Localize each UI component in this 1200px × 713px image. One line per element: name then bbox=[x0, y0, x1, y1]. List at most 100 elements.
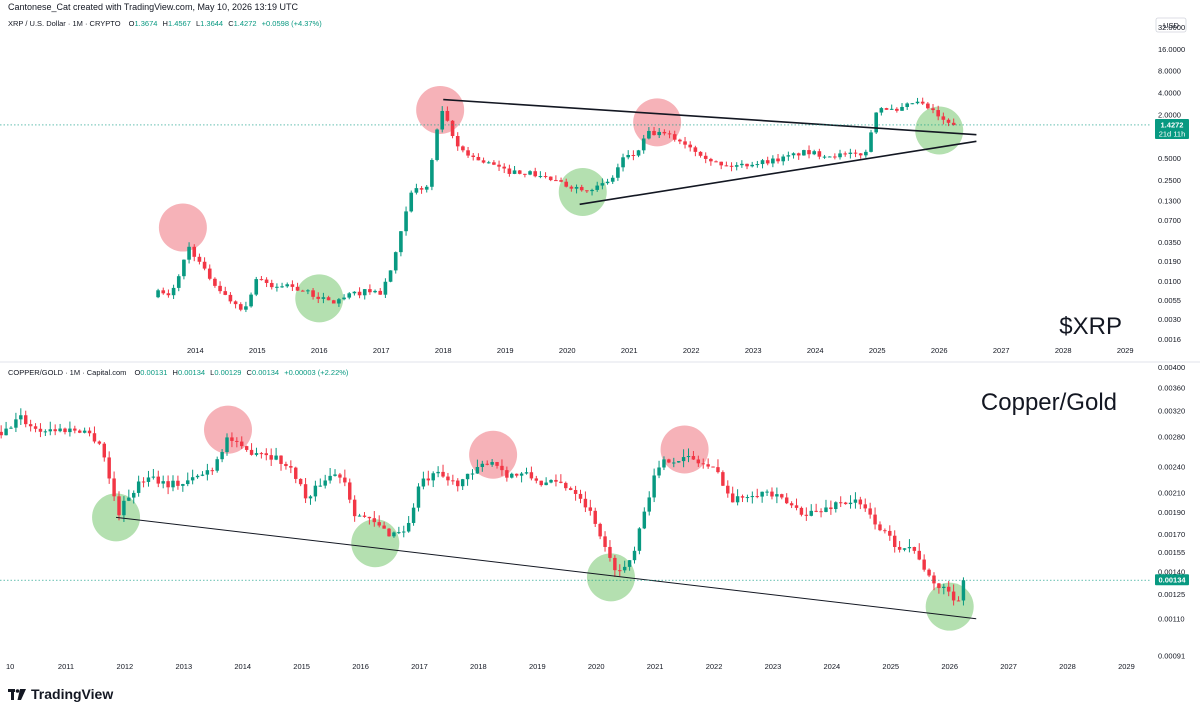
copper-gold-candle[interactable] bbox=[294, 466, 298, 484]
copper-gold-candle[interactable] bbox=[922, 554, 926, 572]
xrp-candle[interactable] bbox=[786, 151, 791, 161]
copper-gold-candle[interactable] bbox=[436, 466, 440, 478]
copper-gold-candle[interactable] bbox=[819, 508, 823, 518]
xrp-candle[interactable] bbox=[647, 127, 651, 140]
copper-gold-candle[interactable] bbox=[73, 425, 77, 434]
copper-gold-green-circle[interactable] bbox=[925, 582, 974, 631]
xrp-candle[interactable] bbox=[306, 289, 310, 295]
xrp-candle[interactable] bbox=[517, 169, 522, 175]
copper-gold-candle[interactable] bbox=[691, 451, 696, 460]
xrp-candle[interactable] bbox=[486, 160, 491, 164]
xrp-green-circle[interactable] bbox=[558, 167, 607, 216]
xrp-candle[interactable] bbox=[683, 136, 687, 149]
xrp-candle[interactable] bbox=[347, 292, 352, 300]
copper-gold-candle[interactable] bbox=[564, 481, 568, 491]
copper-gold-candle[interactable] bbox=[686, 448, 691, 463]
xrp-candle[interactable] bbox=[450, 120, 455, 139]
copper-gold-candle[interactable] bbox=[932, 572, 936, 591]
copper-gold-candle[interactable] bbox=[809, 504, 813, 517]
xrp-candle[interactable] bbox=[781, 154, 786, 166]
copper-gold-candle[interactable] bbox=[357, 513, 362, 517]
xrp-candle[interactable] bbox=[827, 156, 832, 158]
copper-gold-candle[interactable] bbox=[416, 483, 421, 512]
xrp-candle[interactable] bbox=[569, 185, 574, 192]
copper-gold-candle[interactable] bbox=[38, 423, 43, 438]
xrp-candle[interactable] bbox=[884, 107, 889, 110]
copper-gold-candle[interactable] bbox=[205, 463, 210, 481]
copper-gold-candle[interactable] bbox=[927, 568, 931, 578]
copper-gold-candle[interactable] bbox=[544, 477, 548, 486]
xrp-candle[interactable] bbox=[238, 302, 243, 312]
xrp-candle[interactable] bbox=[259, 275, 264, 281]
copper-gold-symbol-line[interactable]: COPPER/GOLD · 1M · Capital.com O0.00131 … bbox=[8, 368, 349, 377]
copper-gold-candle[interactable] bbox=[406, 516, 411, 533]
xrp-candle[interactable] bbox=[404, 206, 408, 236]
copper-gold-candle[interactable] bbox=[838, 496, 843, 508]
copper-gold-candle[interactable] bbox=[868, 502, 872, 519]
copper-gold-candle[interactable] bbox=[92, 426, 97, 444]
xrp-candle[interactable] bbox=[765, 156, 770, 166]
xrp-candle[interactable] bbox=[399, 231, 403, 257]
copper-gold-candle[interactable] bbox=[789, 501, 794, 509]
copper-gold-candle[interactable] bbox=[431, 471, 435, 488]
copper-gold-candle[interactable] bbox=[372, 511, 377, 527]
copper-gold-candle[interactable] bbox=[215, 456, 219, 473]
copper-gold-candle[interactable] bbox=[888, 525, 892, 541]
xrp-candle[interactable] bbox=[936, 105, 940, 121]
copper-gold-candle[interactable] bbox=[284, 461, 288, 470]
xrp-candle[interactable] bbox=[424, 184, 429, 193]
copper-gold-candle[interactable] bbox=[264, 448, 269, 461]
copper-gold-candle[interactable] bbox=[716, 459, 720, 474]
copper-gold-candle[interactable] bbox=[308, 495, 313, 505]
copper-gold-candle[interactable] bbox=[490, 459, 494, 467]
copper-gold-candle[interactable] bbox=[765, 489, 769, 497]
xrp-candle[interactable] bbox=[213, 277, 217, 288]
xrp-candle[interactable] bbox=[466, 146, 470, 158]
copper-gold-candle[interactable] bbox=[667, 458, 671, 464]
copper-gold-candle[interactable] bbox=[524, 467, 529, 475]
copper-gold-candle[interactable] bbox=[43, 429, 48, 437]
copper-gold-candle[interactable] bbox=[770, 487, 774, 500]
xrp-candle[interactable] bbox=[228, 292, 233, 304]
copper-gold-candle[interactable] bbox=[853, 492, 858, 509]
copper-gold-candle[interactable] bbox=[780, 493, 784, 500]
copper-gold-candle[interactable] bbox=[917, 543, 921, 561]
copper-gold-candle[interactable] bbox=[755, 488, 759, 499]
copper-gold-candle[interactable] bbox=[333, 469, 337, 477]
xrp-candle[interactable] bbox=[631, 150, 636, 161]
copper-gold-candle[interactable] bbox=[730, 486, 735, 503]
xrp-candle[interactable] bbox=[915, 97, 920, 105]
copper-gold-candle[interactable] bbox=[0, 425, 3, 439]
xrp-candle[interactable] bbox=[161, 287, 166, 295]
copper-gold-candle[interactable] bbox=[146, 470, 151, 487]
copper-gold-candle[interactable] bbox=[946, 581, 951, 597]
xrp-candle[interactable] bbox=[166, 289, 171, 298]
xrp-candle[interactable] bbox=[843, 151, 848, 157]
xrp-candle[interactable] bbox=[874, 112, 878, 135]
copper-gold-candle[interactable] bbox=[313, 480, 318, 502]
xrp-candle[interactable] bbox=[672, 130, 677, 142]
copper-gold-candle[interactable] bbox=[804, 507, 809, 521]
copper-gold-candle[interactable] bbox=[608, 540, 612, 562]
copper-gold-candle[interactable] bbox=[136, 475, 141, 497]
copper-gold-candle[interactable] bbox=[132, 490, 136, 504]
copper-gold-candle[interactable] bbox=[961, 577, 966, 606]
xrp-candle[interactable] bbox=[574, 184, 579, 194]
xrp-candle[interactable] bbox=[548, 176, 553, 182]
xrp-candle[interactable] bbox=[745, 163, 749, 170]
copper-gold-candle[interactable] bbox=[235, 437, 239, 448]
copper-gold-candle[interactable] bbox=[937, 583, 941, 594]
xrp-candle[interactable] bbox=[807, 145, 811, 159]
copper-gold-candle[interactable] bbox=[750, 491, 755, 504]
xrp-candle[interactable] bbox=[207, 264, 212, 281]
copper-gold-candle[interactable] bbox=[328, 467, 332, 484]
xrp-candle[interactable] bbox=[543, 172, 548, 179]
copper-gold-candle[interactable] bbox=[559, 474, 563, 484]
copper-gold-candle[interactable] bbox=[367, 516, 372, 525]
copper-gold-candle[interactable] bbox=[912, 546, 917, 554]
xrp-candle[interactable] bbox=[249, 292, 253, 308]
copper-gold-candle[interactable] bbox=[632, 546, 637, 564]
xrp-candle[interactable] bbox=[709, 157, 713, 166]
currency-button[interactable] bbox=[1155, 17, 1187, 33]
copper-gold-candle[interactable] bbox=[539, 480, 543, 487]
